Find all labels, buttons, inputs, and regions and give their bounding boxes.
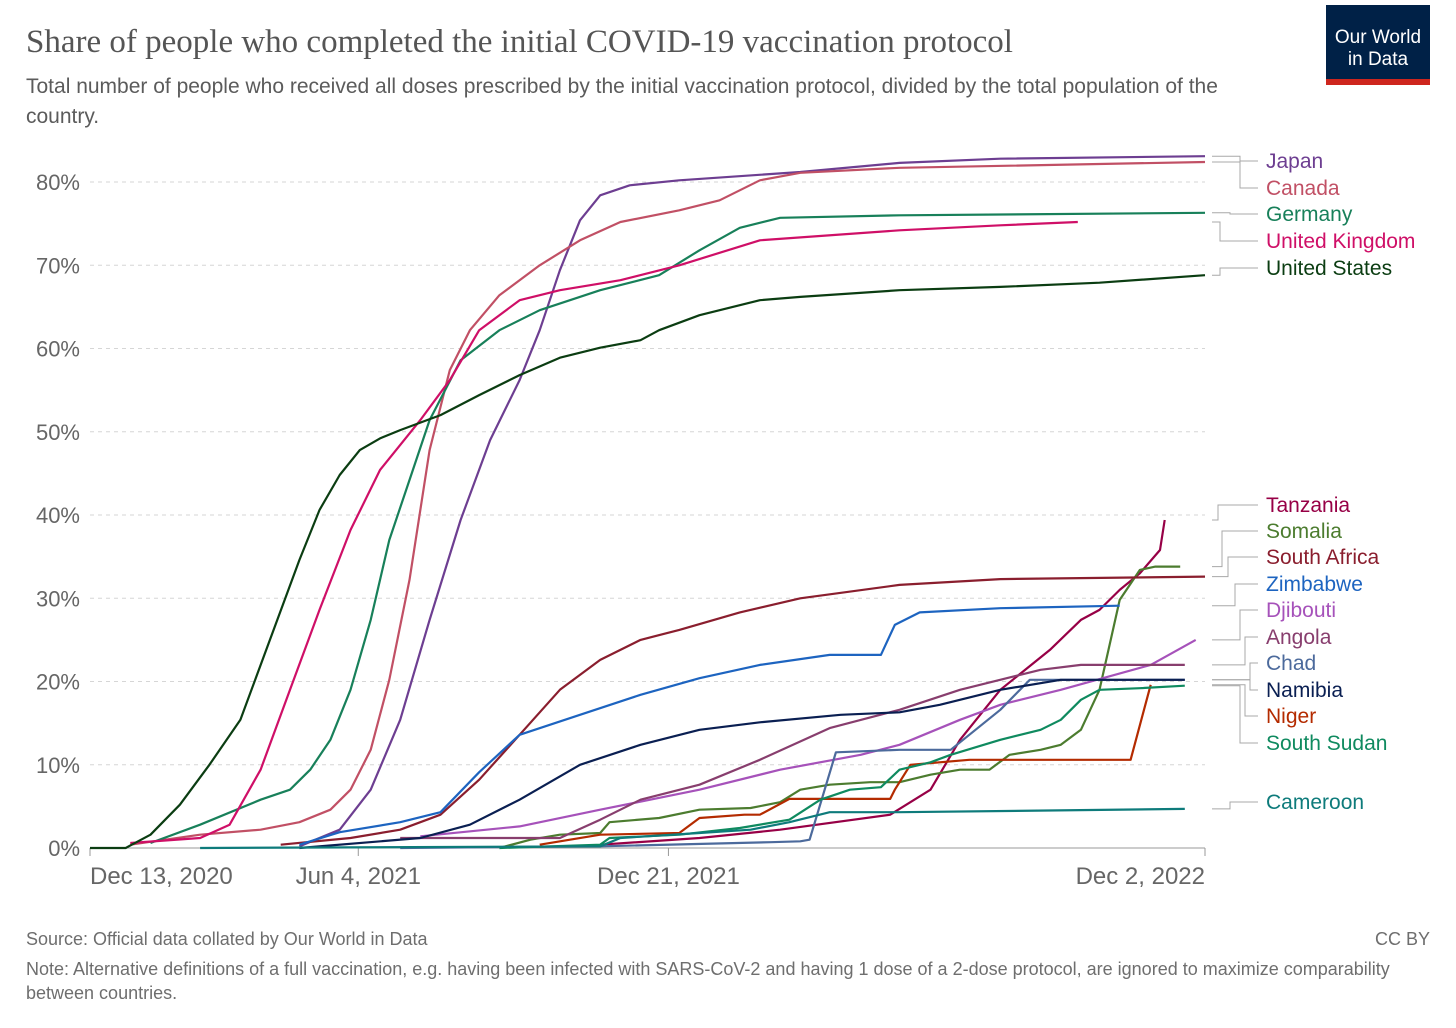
x-tick-label: Dec 2, 2022 xyxy=(1076,863,1205,890)
legend-connector xyxy=(1212,801,1258,810)
owid-logo[interactable]: Our World in Data xyxy=(1326,5,1430,85)
x-axis: Dec 13, 2020 Jun 4, 2021 Dec 21, 2021 Dec 2… xyxy=(89,847,1206,890)
legend-label-chad[interactable]: Chad xyxy=(1266,652,1316,675)
legend-label-somalia[interactable]: Somalia xyxy=(1266,520,1342,543)
x-tick-label: Jun 4, 2021 xyxy=(296,863,421,890)
legend-connector xyxy=(1212,684,1258,717)
chart-title: Share of people who completed the initia… xyxy=(26,24,1013,60)
series-line-canada[interactable] xyxy=(130,160,1206,846)
y-tick-label: 70% xyxy=(36,253,80,278)
y-tick-label: 0% xyxy=(48,836,80,861)
series-line-united-states[interactable] xyxy=(90,274,1206,850)
source-text: Source: Official data collated by Our Wo… xyxy=(26,929,428,949)
y-tick-label: 40% xyxy=(36,503,80,528)
legend-label-niger[interactable]: Niger xyxy=(1266,705,1316,728)
legend-connector xyxy=(1212,583,1258,607)
legend-connector xyxy=(1212,267,1258,276)
legend-connector xyxy=(1212,685,1258,744)
legend-label-japan[interactable]: Japan xyxy=(1266,150,1323,173)
legend-label-united-states[interactable]: United States xyxy=(1266,257,1392,280)
legend-label-angola[interactable]: Angola xyxy=(1266,626,1332,649)
y-tick-label: 80% xyxy=(36,170,80,195)
legend-label-cameroon[interactable]: Cameroon xyxy=(1266,791,1364,814)
legend-connector xyxy=(1212,530,1258,568)
note-text: Note: Alternative definitions of a full … xyxy=(26,959,1390,1003)
grid-lines xyxy=(90,181,1205,766)
license-link[interactable]: CC BY xyxy=(1374,929,1430,949)
x-tick-label: Dec 21, 2021 xyxy=(597,863,740,890)
y-tick-label: 10% xyxy=(36,753,80,778)
legend-connector xyxy=(1212,556,1258,578)
legend-connector xyxy=(1212,155,1258,162)
series-line-south-africa[interactable] xyxy=(280,575,1206,846)
legend-label-germany[interactable]: Germany xyxy=(1266,203,1353,226)
legend-label-south-sudan[interactable]: South Sudan xyxy=(1266,732,1387,755)
series-line-cameroon[interactable] xyxy=(200,807,1185,850)
series-line-south-sudan[interactable] xyxy=(499,684,1185,850)
series-line-japan[interactable] xyxy=(298,155,1206,848)
legend-connector xyxy=(1212,636,1258,666)
legend-connector xyxy=(1212,679,1258,691)
legend-connector xyxy=(1212,221,1258,242)
legend-connector xyxy=(1212,161,1258,189)
series-line-zimbabwe[interactable] xyxy=(299,604,1120,846)
logo-line-1: Our World xyxy=(1334,27,1422,48)
y-tick-label: 50% xyxy=(36,420,80,445)
y-tick-label: 20% xyxy=(36,670,80,695)
legend-label-south-africa[interactable]: South Africa xyxy=(1266,546,1380,569)
legend-labels: Japan Canada Germany United Kingdom United S… xyxy=(1212,150,1415,814)
series-line-united-kingdom[interactable] xyxy=(130,220,1078,845)
legend-label-djibouti[interactable]: Djibouti xyxy=(1266,599,1336,622)
legend-label-tanzania[interactable]: Tanzania xyxy=(1266,494,1350,517)
y-tick-label: 30% xyxy=(36,586,80,611)
chart-subtitle: Total number of people who received all … xyxy=(26,75,1218,128)
y-tick-label: 60% xyxy=(36,337,80,362)
series-line-chad[interactable] xyxy=(400,678,1185,850)
x-tick-label: Dec 13, 2020 xyxy=(90,863,233,890)
y-axis-ticks: 0% 10% 20% 30% 40% 50% 60% 70% 80% xyxy=(36,170,80,861)
legend-connector xyxy=(1212,212,1258,215)
series-line-namibia[interactable] xyxy=(299,678,1185,850)
legend-connector xyxy=(1212,504,1258,521)
legend-label-united-kingdom[interactable]: United Kingdom xyxy=(1266,230,1415,253)
logo-accent-bar xyxy=(1326,79,1430,85)
legend-label-zimbabwe[interactable]: Zimbabwe xyxy=(1266,573,1363,596)
logo-line-2: in Data xyxy=(1347,49,1409,70)
legend-connector xyxy=(1212,662,1258,681)
legend-label-namibia[interactable]: Namibia xyxy=(1266,679,1343,702)
legend-connector xyxy=(1212,609,1258,641)
series-lines xyxy=(90,155,1206,850)
legend-label-canada[interactable]: Canada xyxy=(1266,177,1340,200)
series-line-angola[interactable] xyxy=(400,663,1185,840)
series-line-niger[interactable] xyxy=(539,684,1152,846)
